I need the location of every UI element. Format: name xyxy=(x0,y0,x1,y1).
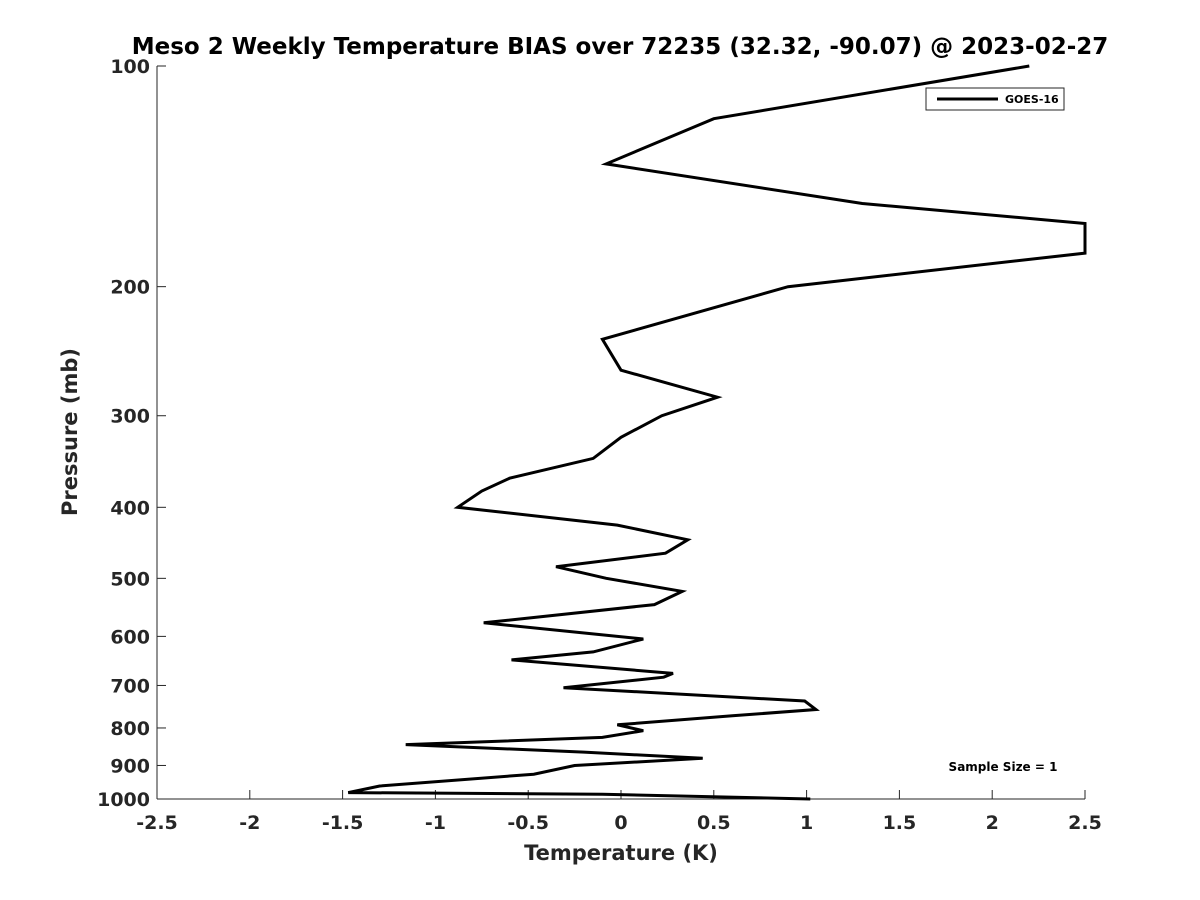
y-tick-label: 900 xyxy=(110,755,150,777)
y-axis-ticks: 100 200 300 400 500 600 700 800 900 1000 xyxy=(97,56,166,811)
series-layer xyxy=(347,64,1087,801)
y-axis-label: Pressure (mb) xyxy=(58,348,82,516)
x-tick-label: 0.5 xyxy=(697,812,731,834)
y-tick-label: 1000 xyxy=(97,789,150,811)
x-axis-label: Temperature (K) xyxy=(524,841,718,865)
x-tick-label: 1.5 xyxy=(883,812,917,834)
y-tick-label: 500 xyxy=(110,568,150,590)
x-tick-label: 0 xyxy=(614,812,627,834)
y-tick-label: 300 xyxy=(110,406,150,428)
x-tick-label: 1 xyxy=(800,812,813,834)
y-tick-label: 400 xyxy=(110,497,150,519)
x-tick-label: -2.5 xyxy=(136,812,178,834)
series-line-goes-16 xyxy=(347,64,1087,801)
plot-area: -2.5 -2 -1.5 -1 -0.5 0 0.5 1 1.5 2 2.5 100 200 300 40… xyxy=(97,56,1102,834)
y-tick-label: 800 xyxy=(110,718,150,740)
legend: GOES-16 xyxy=(925,87,1065,111)
x-tick-label: 2 xyxy=(986,812,999,834)
chart-title: Meso 2 Weekly Temperature BIAS over 7223… xyxy=(132,34,1109,60)
y-tick-label: 600 xyxy=(110,626,150,648)
x-tick-label: 2.5 xyxy=(1068,812,1102,834)
sample-size-annotation: Sample Size = 1 xyxy=(949,760,1058,774)
x-tick-label: -1.5 xyxy=(322,812,364,834)
y-tick-label: 700 xyxy=(110,675,150,697)
x-tick-label: -2 xyxy=(239,812,260,834)
x-axis-ticks: -2.5 -2 -1.5 -1 -0.5 0 0.5 1 1.5 2 2.5 xyxy=(136,790,1102,834)
x-tick-label: -0.5 xyxy=(507,812,549,834)
legend-label: GOES-16 xyxy=(1005,93,1059,106)
y-tick-label: 100 xyxy=(110,56,150,78)
x-tick-label: -1 xyxy=(425,812,446,834)
y-tick-label: 200 xyxy=(110,277,150,299)
